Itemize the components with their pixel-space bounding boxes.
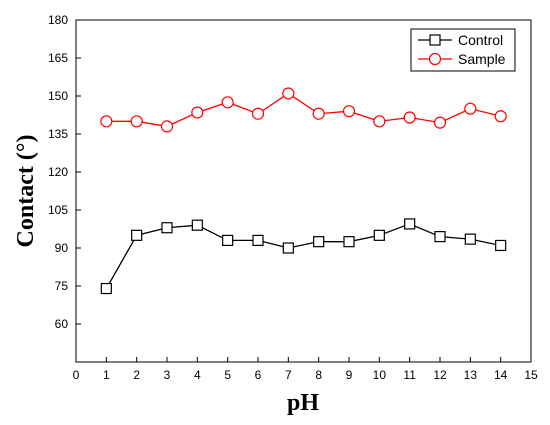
series-markers [100,87,507,295]
x-tick-label: 3 [164,368,171,382]
control-data-point [464,233,476,245]
control-data-point [252,234,264,246]
y-tick-label: 120 [48,165,68,179]
sample-data-point [342,105,356,118]
x-tick-label: 1 [103,368,110,382]
sample-data-point [464,102,477,115]
x-tick-label: 4 [194,368,201,382]
x-tick-label: 9 [346,368,353,382]
x-tick-label: 15 [524,368,538,382]
sample-data-point [282,87,295,100]
x-tick-label: 14 [494,368,508,382]
control-data-point [343,236,355,248]
sample-data-point [403,111,416,124]
control-data-point [495,239,507,252]
sample-data-point [130,115,143,128]
plot-area [75,19,532,363]
x-tick-label: 13 [464,368,478,382]
y-tick-label: 60 [55,317,69,331]
x-tick-label: 2 [133,368,140,382]
sample-data-point [494,110,507,123]
sample-data-point [433,116,447,129]
control-data-point [100,282,112,295]
control-data-point [131,229,143,241]
control-data-point [222,234,234,246]
legend-sample-label: Sample [458,51,506,67]
y-tick-label: 105 [48,203,68,217]
sample-data-point [251,107,265,120]
control-data-point [313,236,325,248]
sample-data-point [160,120,174,133]
axis-ticks: 0 1 2 3 4 5 6 7 8 9 10 11 12 13 14 15607590105120135150… [48,13,538,382]
y-tick-label: 90 [55,241,69,255]
control-data-point [191,219,203,231]
x-tick-label: 10 [373,368,387,382]
legend-control-label: Control [458,32,503,48]
x-tick-label: 12 [433,368,447,382]
y-tick-label: 135 [48,127,68,141]
legend-sample-marker [428,52,442,66]
x-tick-label: 6 [255,368,262,382]
y-axis-title: Contact (°) [13,135,39,248]
control-data-point [161,222,173,234]
control-data-point [373,229,385,241]
y-tick-label: 150 [48,89,68,103]
legend: Control Sample [410,28,516,72]
control-data-point [404,218,416,230]
x-tick-label: 11 [403,368,416,382]
x-tick-label: 7 [285,368,292,382]
x-axis-title: pH [287,390,319,416]
sample-data-point [191,106,204,119]
sample-data-point [221,96,234,109]
legend-control-marker [429,34,441,46]
legend-box [410,28,516,72]
control-data-point [434,231,446,243]
control-data-point [282,242,294,254]
sample-data-point [312,107,325,120]
x-tick-label: 0 [73,368,80,382]
y-tick-label: 180 [48,13,68,27]
y-tick-label: 165 [48,51,68,65]
x-tick-label: 5 [224,368,231,382]
x-tick-label: 8 [315,368,322,382]
sample-data-point [100,115,113,128]
legend-items: Control Sample [418,32,506,67]
y-tick-label: 75 [55,279,69,293]
sample-data-point [373,115,386,128]
